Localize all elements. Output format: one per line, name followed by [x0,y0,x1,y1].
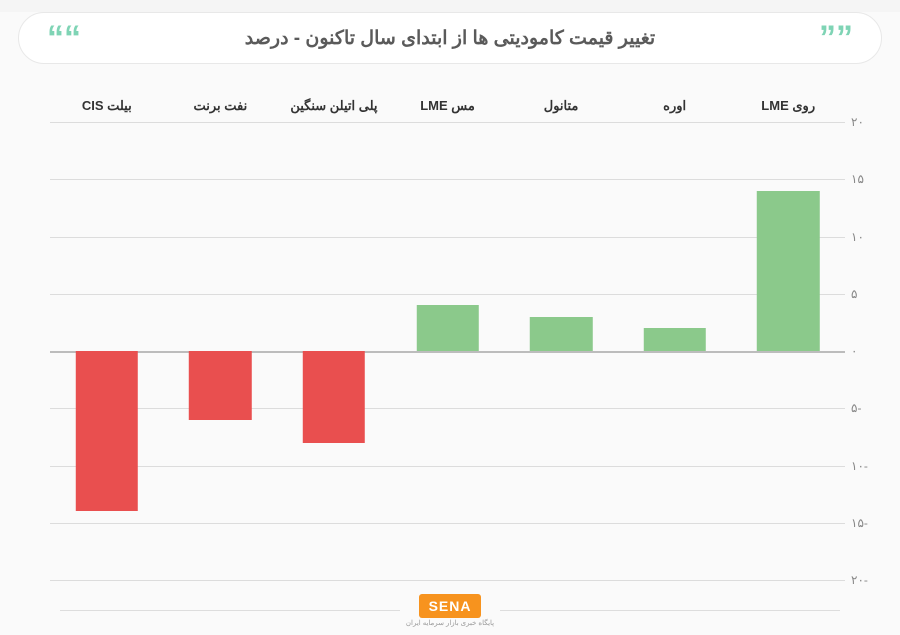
gridline [50,237,845,238]
footer-divider-left [500,610,840,611]
y-tick-label: ۱۵- [851,516,875,530]
bar [303,351,365,443]
footer: SENA پایگاه خبری بازار سرمایه ایران [0,594,900,627]
gridline [50,179,845,180]
y-tick-label: ۰ [851,344,875,358]
y-tick-label: ۵ [851,287,875,301]
gridline [50,294,845,295]
bar [76,351,138,511]
chart-container: ”” تغییر قیمت کامودیتی ها از ابتدای سال … [0,12,900,635]
category-label: نفت برنت [193,98,247,114]
sena-logo: SENA [419,594,482,618]
quote-close-icon: ““ [47,21,81,55]
category-label: مس LME [420,98,475,114]
bar [189,351,251,420]
quote-open-icon: ”” [819,21,853,55]
chart-area: روی LMEاورهمتانولمس LMEپلی اتیلن سنگیننف… [50,122,845,580]
y-tick-label: ۱۵ [851,172,875,186]
category-label: بیلت CIS [82,98,132,114]
y-tick-label: ۲۰ [851,115,875,129]
gridline [50,408,845,409]
category-label: اوره [663,98,686,114]
footer-divider-right [60,610,400,611]
gridline [50,580,845,581]
plot-region: ۲۰-۱۵-۱۰-۵-۰۵۱۰۱۵۲۰ [50,122,845,580]
gridline [50,466,845,467]
category-label: پلی اتیلن سنگین [290,98,377,114]
category-labels-row: روی LME اوره متانول مس LME پلی اتیلن سنگین نف… [50,98,845,118]
bar [416,305,478,351]
header-bar: ”” تغییر قیمت کامودیتی ها از ابتدای سال … [18,12,882,64]
gridline [50,122,845,123]
gridline [50,523,845,524]
category-label: متانول [544,98,579,114]
chart-title: تغییر قیمت کامودیتی ها از ابتدای سال تاک… [81,27,819,50]
bar [643,328,705,351]
bar [530,317,592,351]
sena-logo-subtitle: پایگاه خبری بازار سرمایه ایران [406,619,494,627]
y-tick-label: ۵- [851,401,875,415]
bar [757,191,819,351]
y-tick-label: ۱۰- [851,459,875,473]
category-label: روی LME [761,98,815,114]
zero-line [50,351,845,353]
y-tick-label: ۲۰- [851,573,875,587]
y-tick-label: ۱۰ [851,230,875,244]
